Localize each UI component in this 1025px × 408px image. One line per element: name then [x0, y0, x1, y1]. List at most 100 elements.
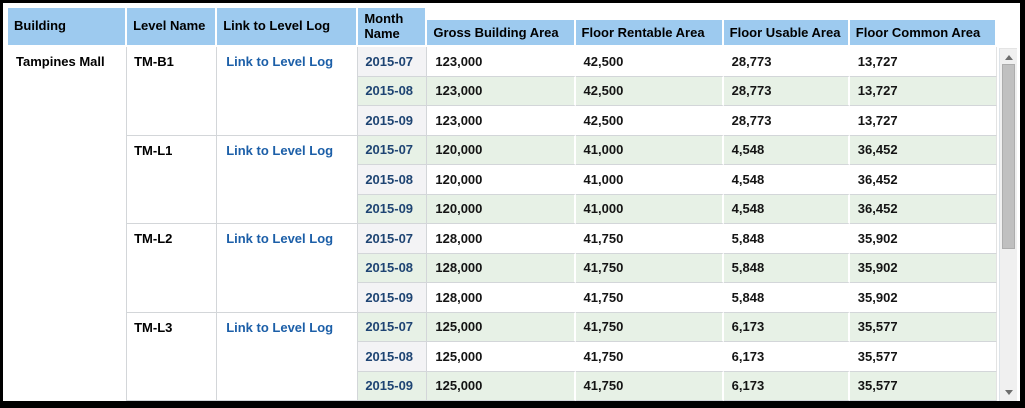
month-name-cell: 2015-07 — [358, 135, 428, 165]
floor-common-area-cell: 13,727 — [849, 47, 997, 77]
column-header-floor-rentable-area: Floor Rentable Area — [575, 8, 724, 47]
gross-building-area-cell: 125,000 — [427, 312, 576, 342]
floor-usable-area-cell: 28,773 — [723, 76, 850, 106]
column-header-link-to-level-log: Link to Level Log — [217, 8, 359, 47]
gross-building-area-cell: 128,000 — [427, 283, 576, 313]
triangle-down-icon — [1004, 389, 1013, 395]
floor-common-area-cell: 35,577 — [849, 312, 997, 342]
column-header-label: Gross Building Area — [427, 20, 574, 45]
floor-rentable-area-cell: 42,500 — [575, 106, 724, 136]
floor-rentable-area-cell: 42,500 — [575, 76, 724, 106]
month-name-cell: 2015-09 — [358, 283, 428, 313]
column-header-gross-building-area: Gross Building Area — [427, 8, 576, 47]
floor-common-area-cell: 35,902 — [849, 283, 997, 313]
floor-usable-area-cell: 4,548 — [723, 135, 850, 165]
month-name-cell: 2015-09 — [358, 106, 428, 136]
floor-common-area-cell: 35,577 — [849, 371, 997, 401]
level-log-link-cell: Link to Level Log — [217, 312, 359, 401]
floor-common-area-cell: 13,727 — [849, 76, 997, 106]
level-log-link-cell: Link to Level Log — [217, 135, 359, 224]
column-header-floor-common-area: Floor Common Area — [849, 8, 997, 47]
floor-usable-area-cell: 6,173 — [723, 371, 850, 401]
table-row: TM-L1 Link to Level Log 2015-07 120,000 41,0… — [8, 135, 997, 224]
month-name-cell: 2015-09 — [358, 194, 428, 224]
header-row: Building Level Name Link to Level Log Mo… — [8, 8, 997, 47]
floor-rentable-area-cell: 41,750 — [575, 253, 724, 283]
table-row: 2015-08 128,000 41,750 5,848 35,902 — [8, 253, 997, 283]
level-log-link-cell: Link to Level Log — [217, 224, 359, 313]
column-header-month-name: Month Name — [358, 8, 428, 47]
floor-rentable-area-cell: 41,750 — [575, 283, 724, 313]
table-row: 2015-08 120,000 41,000 4,548 36,452 — [8, 165, 997, 195]
level-name-cell: TM-L3 — [127, 312, 218, 401]
floor-common-area-cell: 35,902 — [849, 224, 997, 254]
month-name-cell: 2015-07 — [358, 224, 428, 254]
floor-rentable-area-cell: 41,000 — [575, 194, 724, 224]
gross-building-area-cell: 123,000 — [427, 47, 576, 77]
gross-building-area-cell: 120,000 — [427, 194, 576, 224]
column-header-floor-usable-area: Floor Usable Area — [723, 8, 850, 47]
level-log-link[interactable]: Link to Level Log — [226, 231, 334, 246]
table-row: 2015-09 128,000 41,750 5,848 35,902 — [8, 283, 997, 313]
floor-usable-area-cell: 28,773 — [723, 106, 850, 136]
gross-building-area-cell: 123,000 — [427, 76, 576, 106]
month-name-cell: 2015-08 — [358, 76, 428, 106]
gross-building-area-cell: 125,000 — [427, 342, 576, 372]
table-row: TM-L3 Link to Level Log 2015-07 125,000 41,7… — [8, 312, 997, 401]
floor-common-area-cell: 36,452 — [849, 135, 997, 165]
gross-building-area-cell: 125,000 — [427, 371, 576, 401]
month-name-cell: 2015-07 — [358, 47, 428, 77]
table-row: 2015-09 123,000 42,500 28,773 13,727 — [8, 106, 997, 136]
gross-building-area-cell: 120,000 — [427, 165, 576, 195]
month-name-cell: 2015-09 — [358, 371, 428, 401]
floor-common-area-cell: 36,452 — [849, 165, 997, 195]
floor-rentable-area-cell: 42,500 — [575, 47, 724, 77]
table-row: 2015-08 123,000 42,500 28,773 13,727 — [8, 76, 997, 106]
column-header-level-name: Level Name — [127, 8, 218, 47]
level-log-link[interactable]: Link to Level Log — [226, 54, 334, 69]
level-log-link[interactable]: Link to Level Log — [226, 319, 334, 335]
vertical-scrollbar[interactable] — [999, 48, 1017, 401]
gross-building-area-cell: 128,000 — [427, 253, 576, 283]
table-row: 2015-09 120,000 41,000 4,548 36,452 — [8, 194, 997, 224]
floor-rentable-area-cell: 41,750 — [575, 342, 724, 372]
scrollbar-thumb[interactable] — [1002, 64, 1015, 249]
floor-rentable-area-cell: 41,750 — [575, 371, 724, 401]
floor-common-area-cell: 35,902 — [849, 253, 997, 283]
floor-usable-area-cell: 5,848 — [723, 224, 850, 254]
triangle-up-icon — [1004, 54, 1013, 60]
column-header-label: Floor Common Area — [849, 20, 995, 45]
month-name-cell: 2015-08 — [358, 342, 428, 372]
floor-common-area-cell: 36,452 — [849, 194, 997, 224]
level-log-link-cell: Link to Level Log — [217, 47, 359, 136]
floor-rentable-area-cell: 41,750 — [575, 312, 724, 342]
floor-usable-area-cell: 4,548 — [723, 194, 850, 224]
floor-usable-area-cell: 4,548 — [723, 165, 850, 195]
column-header-label: Floor Usable Area — [723, 20, 848, 45]
table-row: TM-L2 Link to Level Log 2015-07 128,000 41,7… — [8, 224, 997, 313]
floor-usable-area-cell: 6,173 — [723, 312, 850, 342]
floor-usable-area-cell: 28,773 — [723, 47, 850, 77]
level-name-cell: TM-L2 — [127, 224, 218, 313]
table-row: Tampines Mall TM-B1 Link to Level Log 2015-… — [8, 47, 997, 401]
column-header-label: Floor Rentable Area — [575, 20, 722, 45]
table-row: 2015-09 125,000 41,750 6,173 35,577 — [8, 371, 997, 401]
month-name-cell: 2015-07 — [358, 312, 428, 342]
table-row: 2015-08 125,000 41,750 6,173 35,577 — [8, 342, 997, 372]
floor-rentable-area-cell: 41,000 — [575, 165, 724, 195]
floor-rentable-area-cell: 41,000 — [575, 135, 724, 165]
scrollbar-down-button[interactable] — [1000, 385, 1017, 399]
month-name-cell: 2015-08 — [358, 165, 428, 195]
building-name-cell: Tampines Mall — [8, 47, 128, 401]
floor-usable-area-cell: 6,173 — [723, 342, 850, 372]
floor-usable-area-cell: 5,848 — [723, 283, 850, 313]
level-log-link[interactable]: Link to Level Log — [226, 142, 334, 158]
floor-common-area-cell: 35,577 — [849, 342, 997, 372]
floor-common-area-cell: 13,727 — [849, 106, 997, 136]
gross-building-area-cell: 128,000 — [427, 224, 576, 254]
floor-rentable-area-cell: 41,750 — [575, 224, 724, 254]
table-body: Tampines Mall TM-B1 Link to Level Log 2015-… — [8, 47, 997, 401]
scrollbar-up-button[interactable] — [1000, 50, 1017, 64]
level-name-cell: TM-L1 — [127, 135, 218, 224]
